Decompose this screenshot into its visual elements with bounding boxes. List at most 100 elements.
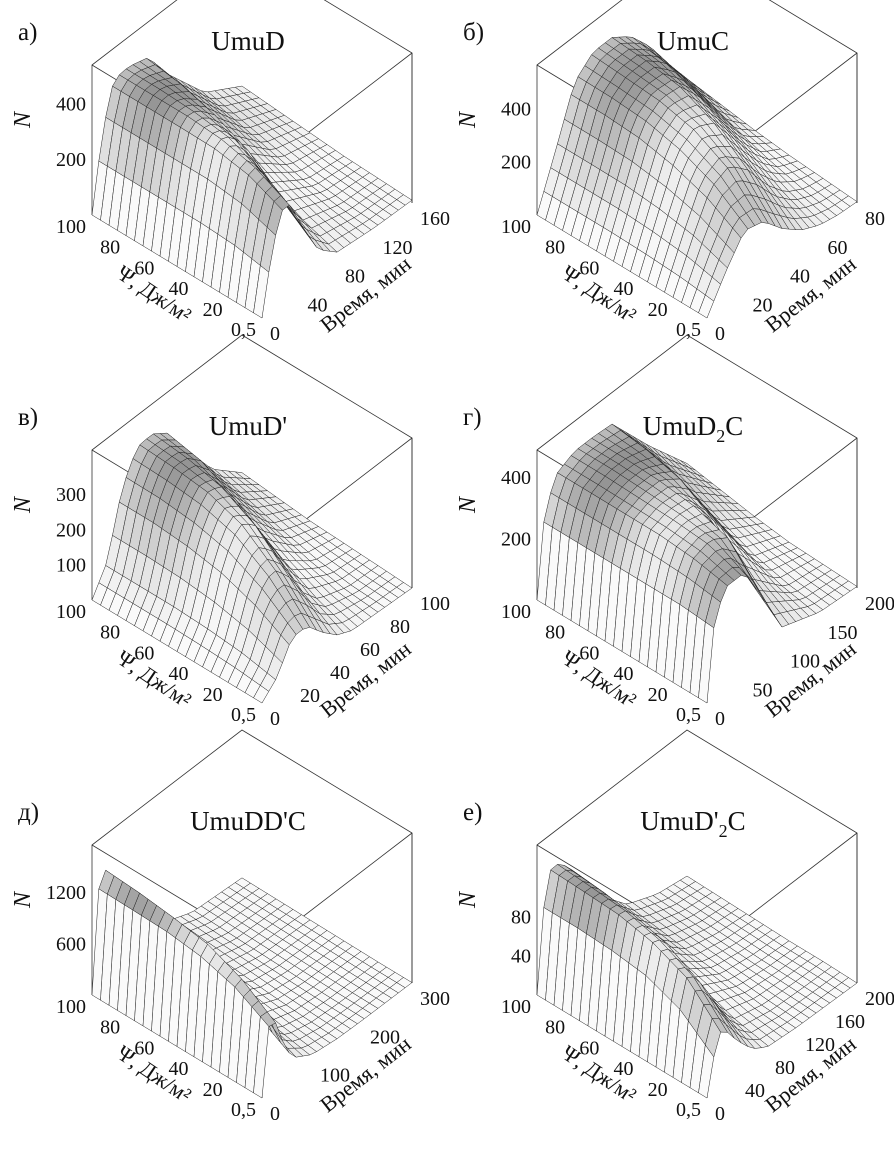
panel-title-sub: 2 [719, 821, 728, 841]
surface-cell [698, 294, 715, 319]
z-tick-label: 300 [56, 484, 86, 506]
psi-tick-label: 20 [648, 684, 668, 706]
time-tick-label: 0 [715, 708, 725, 730]
panel-letter: а) [18, 19, 37, 46]
z-axis-label: N [455, 110, 481, 129]
psi-tick-label: 80 [545, 1017, 565, 1039]
panel-letter: в) [18, 404, 38, 431]
psi-tick-label: 20 [203, 684, 223, 706]
z-tick-label: 100 [56, 555, 86, 577]
psi-tick-label: 80 [100, 237, 120, 259]
psi-tick-label: 20 [648, 1079, 668, 1101]
time-axis-label: Время, мин [760, 636, 861, 722]
z-tick-label: 200 [501, 528, 531, 550]
panel-title: UmuD [211, 26, 285, 56]
panel-title-tail: C [728, 806, 746, 836]
panel-letter: д) [18, 799, 39, 826]
panel-title-main: UmuDD'C [190, 806, 306, 836]
psi-tick-label: 20 [203, 1079, 223, 1101]
surface-mesh [536, 36, 858, 319]
panel-title-main: UmuD [211, 26, 285, 56]
time-tick-label: 80 [345, 266, 365, 288]
z-tick-label: 400 [501, 98, 531, 120]
z-tick-label: 600 [56, 934, 86, 956]
psi-tick-label: 60 [134, 1037, 154, 1059]
time-tick-label: 40 [330, 662, 350, 684]
psi-tick-label: 100 [56, 601, 86, 623]
z-axis-label: N [10, 495, 36, 514]
z-tick-label: 200 [56, 149, 86, 171]
z-tick-label: 400 [56, 93, 86, 115]
z-axis-label: N [455, 495, 481, 514]
time-tick-label: 200 [865, 988, 894, 1010]
psi-tick-label: 100 [56, 996, 86, 1018]
time-tick-label: 200 [370, 1026, 400, 1048]
surface-cell [253, 1016, 270, 1099]
psi-tick-label: 60 [134, 642, 154, 664]
psi-tick-label: 40 [169, 1058, 189, 1080]
panel-title: UmuD2C [643, 411, 744, 446]
panel-title: UmuDD'C [190, 806, 306, 836]
panel-letter: б) [463, 19, 484, 46]
psi-tick-label: 0,5 [231, 704, 256, 726]
time-tick-label: 0 [270, 323, 280, 345]
psi-tick-label: 40 [169, 278, 189, 300]
panel-title-sub: 2 [716, 426, 725, 446]
time-tick-label: 80 [390, 616, 410, 638]
psi-tick-label: 0,5 [231, 319, 256, 341]
time-tick-label: 120 [805, 1034, 835, 1056]
time-tick-label: 50 [753, 679, 773, 701]
panel-5: д) UmuDD'C 1200 600 N 100 80 60 40 20 0,5 0 100 200 30… [10, 729, 450, 1125]
surface-cell [698, 1044, 715, 1099]
time-tick-label: 60 [360, 639, 380, 661]
panel-title: UmuD'2C [640, 806, 745, 841]
psi-tick-label: 20 [648, 299, 668, 321]
psi-tick-label: 0,5 [676, 1099, 701, 1121]
time-tick-label: 100 [320, 1065, 350, 1087]
panel-title-main: UmuC [657, 26, 729, 56]
time-tick-label: 80 [775, 1057, 795, 1079]
panel-4: г) UmuD2C 400 200 N 100 80 60 40 20 0,5 0 50 100 150 20… [455, 334, 894, 730]
surface-mesh [91, 869, 413, 1099]
time-axis-label: Время, мин [760, 251, 861, 337]
panel-title-main: UmuD' [209, 411, 287, 441]
time-tick-label: 300 [420, 988, 450, 1010]
psi-tick-label: 40 [169, 663, 189, 685]
z-tick-label: 400 [501, 467, 531, 489]
panel-letter: г) [463, 404, 482, 431]
surface-mesh [91, 57, 413, 319]
time-tick-label: 20 [300, 685, 320, 707]
z-tick-label: 1200 [46, 882, 86, 904]
z-tick-label: 80 [511, 906, 531, 928]
psi-tick-label: 20 [203, 299, 223, 321]
z-axis-label: N [10, 110, 36, 129]
time-tick-label: 150 [828, 622, 858, 644]
time-tick-label: 160 [835, 1011, 865, 1033]
time-tick-label: 20 [753, 294, 773, 316]
psi-tick-label: 80 [545, 622, 565, 644]
time-tick-label: 100 [790, 651, 820, 673]
time-tick-label: 0 [715, 323, 725, 345]
time-tick-label: 40 [745, 1080, 765, 1102]
time-tick-label: 40 [308, 294, 328, 316]
psi-tick-label: 80 [100, 622, 120, 644]
panel-letter: е) [463, 799, 482, 826]
time-tick-label: 60 [828, 237, 848, 259]
time-tick-label: 200 [865, 593, 894, 615]
z-tick-label: 40 [511, 946, 531, 968]
psi-tick-label: 100 [501, 601, 531, 623]
psi-tick-label: 60 [579, 257, 599, 279]
psi-tick-label: 60 [579, 1037, 599, 1059]
z-tick-label: 200 [501, 152, 531, 174]
psi-tick-label: 100 [501, 996, 531, 1018]
z-tick-label: 200 [56, 519, 86, 541]
surface-cell [253, 265, 270, 319]
time-tick-label: 120 [383, 237, 413, 259]
surface-cell [698, 621, 715, 704]
surface-mesh [536, 423, 858, 704]
z-axis-label: N [10, 890, 36, 909]
